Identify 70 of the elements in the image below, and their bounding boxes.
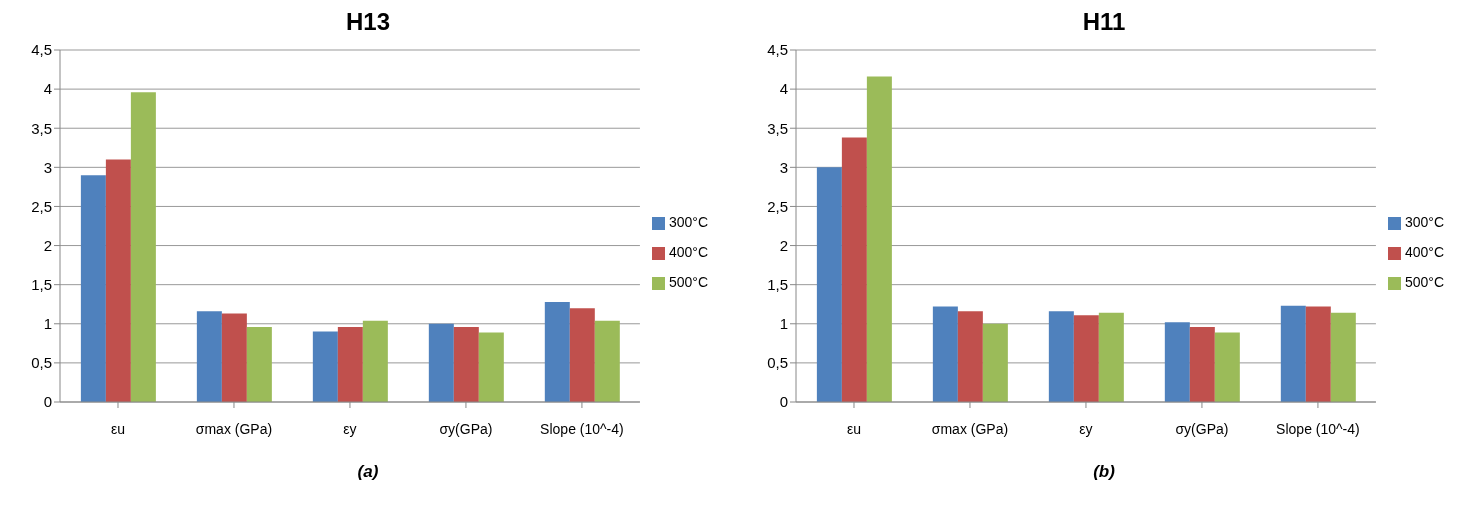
bar xyxy=(105,159,131,402)
bar xyxy=(866,76,892,402)
bar xyxy=(80,175,106,402)
x-tick-label: Slope (10^-4) xyxy=(540,420,624,437)
bar xyxy=(1305,306,1331,402)
bar xyxy=(816,167,842,402)
y-tick-label: 3 xyxy=(43,158,52,176)
bar xyxy=(1280,305,1306,402)
y-tick-label: 4 xyxy=(43,80,52,98)
bar xyxy=(1189,326,1215,402)
y-tick-label: 3 xyxy=(779,158,788,176)
x-tick-label: σy(GPa) xyxy=(439,420,493,437)
bar xyxy=(841,137,867,402)
bar xyxy=(478,332,504,402)
text: (a) xyxy=(357,462,379,482)
legend-label: 400°C xyxy=(668,244,708,260)
bar xyxy=(544,301,570,402)
y-tick-label: 1 xyxy=(43,315,52,333)
bar xyxy=(594,320,620,402)
legend-label: 500°C xyxy=(668,274,708,290)
bar xyxy=(1073,315,1099,402)
bar xyxy=(982,323,1008,402)
bar xyxy=(246,326,272,402)
x-tick-label: σy(GPa) xyxy=(1175,420,1229,437)
bar xyxy=(1164,322,1190,402)
y-tick-label: 2 xyxy=(43,236,52,254)
bar xyxy=(428,323,454,402)
x-tick-label: Slope (10^-4) xyxy=(1276,420,1360,437)
bar xyxy=(957,311,983,402)
x-tick-label: εu xyxy=(846,420,862,437)
bar xyxy=(1098,312,1124,402)
y-tick-label: 0,5 xyxy=(31,354,52,372)
bar xyxy=(1214,332,1240,402)
y-tick-label: 2,5 xyxy=(767,197,788,215)
y-tick-label: 3,5 xyxy=(767,119,788,137)
legend-label: 300°C xyxy=(1404,214,1444,230)
legend-label: 400°C xyxy=(1404,244,1444,260)
x-tick-label: σmax (GPa) xyxy=(931,420,1009,437)
bar xyxy=(362,320,388,402)
bar xyxy=(932,306,958,402)
y-tick-label: 1,5 xyxy=(31,275,52,293)
x-tick-label: εu xyxy=(110,420,126,437)
x-tick-label: εy xyxy=(343,420,357,437)
bar xyxy=(337,326,363,402)
y-tick-label: 1,5 xyxy=(767,275,788,293)
text: (b) xyxy=(1093,462,1115,482)
chart-title: H11 xyxy=(1082,8,1126,37)
y-tick-label: 4,5 xyxy=(767,41,788,59)
legend-label: 500°C xyxy=(1404,274,1444,290)
bar xyxy=(569,308,595,402)
y-tick-label: 0 xyxy=(779,393,788,411)
bar xyxy=(221,313,247,402)
y-tick-label: 1 xyxy=(779,315,788,333)
bar xyxy=(453,326,479,402)
y-tick-label: 4,5 xyxy=(31,41,52,59)
y-tick-label: 2 xyxy=(779,236,788,254)
x-tick-label: εy xyxy=(1079,420,1093,437)
y-tick-label: 2,5 xyxy=(31,197,52,215)
chart-title: H13 xyxy=(345,8,391,37)
y-tick-label: 0,5 xyxy=(767,354,788,372)
legend-label: 300°C xyxy=(668,214,708,230)
bar xyxy=(196,311,222,402)
y-tick-label: 3,5 xyxy=(31,119,52,137)
y-tick-label: 4 xyxy=(779,80,788,98)
bar xyxy=(130,92,156,402)
bar xyxy=(312,331,338,402)
bar xyxy=(1330,312,1356,402)
y-tick-label: 0 xyxy=(43,393,52,411)
bar xyxy=(1048,311,1074,402)
x-tick-label: σmax (GPa) xyxy=(195,420,273,437)
